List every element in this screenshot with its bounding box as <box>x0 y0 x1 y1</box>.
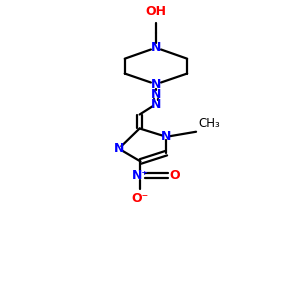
Text: N: N <box>161 130 172 143</box>
Text: N: N <box>151 78 161 91</box>
Text: O: O <box>169 169 180 182</box>
Text: OH: OH <box>146 5 167 18</box>
Text: N: N <box>151 98 161 111</box>
Text: N: N <box>151 88 161 101</box>
Text: N: N <box>151 41 161 54</box>
Text: N⁺: N⁺ <box>132 169 149 182</box>
Text: N: N <box>114 142 124 155</box>
Text: CH₃: CH₃ <box>198 117 220 130</box>
Text: O⁻: O⁻ <box>132 192 149 205</box>
